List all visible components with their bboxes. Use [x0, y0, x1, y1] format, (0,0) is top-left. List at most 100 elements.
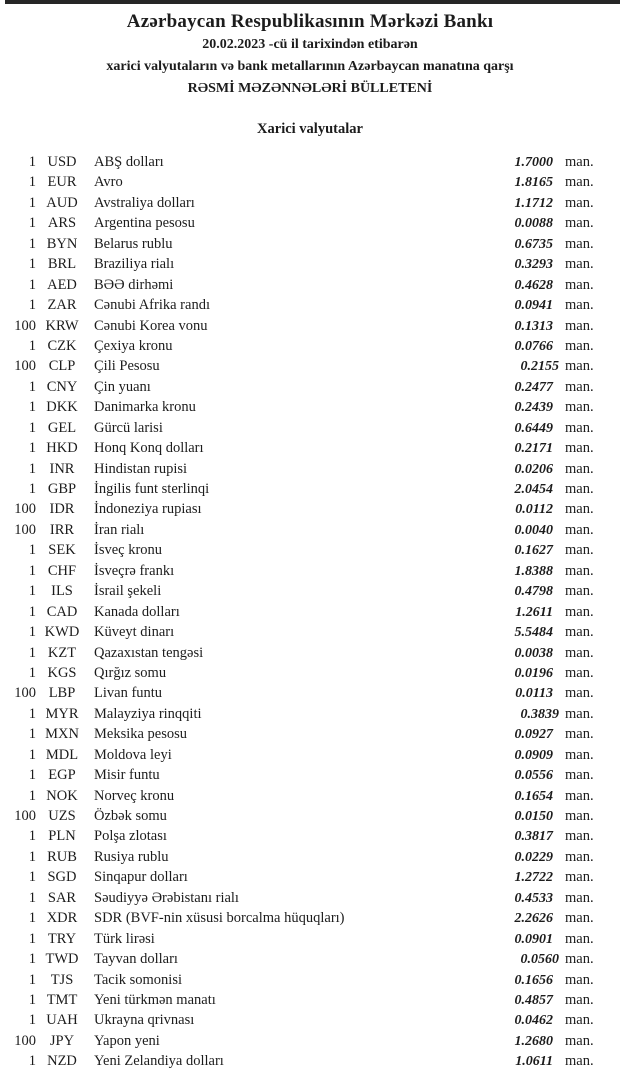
rate-row: 1 INR Hindistan rupisi 0.0206 man.: [0, 459, 620, 479]
unit-label: man.: [565, 562, 594, 579]
rate-value: 1.1712: [514, 195, 554, 211]
rate-row: 1 BYN Belarus rublu 0.6735 man.: [0, 234, 620, 254]
unit-label: man.: [565, 869, 594, 886]
rate-value: 0.0927: [514, 727, 554, 743]
rate-row: 1 SGD Sinqapur dolları 1.2722 man.: [0, 867, 620, 887]
currency-code: KWD: [44, 624, 80, 641]
rate-value: 0.1656: [514, 972, 554, 988]
currency-code: ZAR: [47, 297, 77, 314]
rate-row: 1 CNY Çin yuanı 0.2477 man.: [0, 377, 620, 397]
currency-code: ILS: [51, 583, 73, 600]
quantity-value: 1: [28, 256, 36, 273]
currency-name: Kanada dolları: [94, 603, 180, 620]
currency-code: KZT: [47, 644, 77, 661]
rate-value: 1.7000: [514, 155, 554, 170]
rate-row: 100 IRR İran rialı 0.0040 man.: [0, 520, 620, 540]
bank-title: Azərbaycan Respublikasının Mərkəzi Bankı: [126, 11, 494, 32]
bulletin-title-line: RƏSMİ MƏZƏNNƏLƏRİ BÜLLETENİ: [187, 81, 433, 96]
unit-label: man.: [565, 910, 594, 927]
rate-row: 1 TJS Tacik somonisi 0.1656 man.: [0, 970, 620, 990]
rate-row: 1 MYR Malayziya rinqqiti 0.3839 man.: [0, 704, 620, 724]
quantity-value: 1: [28, 889, 36, 906]
rate-row: 100 JPY Yapon yeni 1.2680 man.: [0, 1031, 620, 1051]
currency-code: TRY: [47, 930, 77, 947]
currency-name: Küveyt dinarı: [94, 624, 175, 641]
unit-label: man.: [565, 889, 594, 906]
rate-row: 1 NOK Norveç kronu 0.1654 man.: [0, 786, 620, 806]
unit-label: man.: [565, 358, 594, 375]
rate-value: 0.3293: [514, 257, 554, 273]
currency-name: Avro: [94, 174, 123, 191]
unit-label: man.: [565, 603, 594, 620]
section-title-foreign-currencies: Xarici valyutalar: [257, 121, 363, 137]
unit-label: man.: [565, 215, 594, 232]
unit-label: man.: [565, 256, 594, 273]
quantity-value: 1: [28, 194, 36, 211]
currency-code: SGD: [47, 869, 77, 886]
rate-value: 0.2155: [520, 359, 560, 375]
rate-value: 0.0040: [514, 522, 554, 538]
unit-label: man.: [565, 828, 594, 845]
currency-name: Danimarka kronu: [94, 399, 196, 416]
rate-value: 2.0454: [514, 482, 554, 497]
quantity-value: 1: [28, 705, 36, 722]
quantity-value: 100: [14, 685, 36, 702]
currency-name: Çexiya kronu: [94, 337, 173, 354]
rate-value: 0.0196: [514, 665, 554, 681]
currency-code: NZD: [47, 1053, 77, 1070]
rate-value: 5.5484: [514, 625, 554, 641]
currency-code: TMT: [46, 991, 78, 1008]
currency-name: Hindistan rupisi: [94, 460, 188, 477]
unit-label: man.: [565, 808, 594, 824]
unit-label: man.: [565, 930, 594, 947]
quantity-value: 1: [28, 624, 36, 641]
rate-value: 0.0113: [515, 686, 553, 702]
rate-row: 1 SEK İsveç kronu 0.1627 man.: [0, 540, 620, 560]
unit-label: man.: [565, 154, 594, 170]
currency-name: İsveçrə frankı: [94, 562, 175, 579]
quantity-value: 100: [14, 358, 36, 375]
currency-code: KGS: [47, 664, 77, 681]
currency-name: BƏƏ dirhəmi: [94, 276, 174, 293]
currency-name: Yeni Zelandiya dolları: [94, 1053, 224, 1070]
quantity-value: 100: [14, 521, 36, 538]
currency-code: RUB: [47, 848, 77, 865]
currency-code: CNY: [46, 378, 78, 395]
rate-row: 100 KRW Cənubi Korea vonu 0.1313 man.: [0, 316, 620, 336]
currency-name: Malayziya rinqqiti: [94, 705, 202, 722]
currency-name: İsrail şekeli: [94, 583, 162, 600]
currency-code: EGP: [48, 767, 76, 784]
rate-value: 0.4628: [514, 277, 554, 293]
quantity-value: 1: [28, 337, 36, 354]
unit-label: man.: [565, 1032, 594, 1049]
currency-name: Çili Pesosu: [94, 358, 160, 375]
quantity-value: 1: [28, 869, 36, 886]
rate-row: 1 ARS Argentina pesosu 0.0088 man.: [0, 213, 620, 233]
rate-value: 1.8165: [514, 175, 554, 191]
quantity-value: 1: [28, 828, 36, 845]
rate-value: 0.0206: [514, 461, 554, 477]
quantity-value: 1: [28, 460, 36, 477]
rate-value: 1.8388: [514, 563, 554, 579]
rate-row: 100 IDR İndoneziya rupiası 0.0112 man.: [0, 499, 620, 519]
currency-code: TWD: [45, 951, 79, 968]
rate-row: 100 UZS Özbək somu 0.0150 man.: [0, 806, 620, 826]
rate-row: 1 EUR Avro 1.8165 man.: [0, 172, 620, 192]
currency-name: İngilis funt sterlinqi: [94, 481, 210, 497]
rate-value: 0.2477: [514, 379, 554, 395]
quantity-value: 1: [28, 419, 36, 436]
bulletin-header: Azərbaycan Respublikasının Mərkəzi Bankı…: [0, 0, 620, 100]
unit-label: man.: [565, 276, 594, 293]
quantity-value: 1: [28, 971, 36, 988]
quantity-value: 1: [28, 603, 36, 620]
unit-label: man.: [565, 174, 594, 191]
rate-row: 1 DKK Danimarka kronu 0.2439 man.: [0, 397, 620, 417]
currency-code: IRR: [49, 521, 75, 538]
quantity-value: 1: [28, 767, 36, 784]
currency-name: Yeni türkmən manatı: [94, 991, 216, 1008]
rate-value: 1.2722: [514, 870, 554, 886]
rate-row: 1 GBP İngilis funt sterlinqi 2.0454 man.: [0, 479, 620, 499]
rate-value: 0.2439: [514, 400, 554, 416]
rates-list: 1 USD ABŞ dolları 1.7000 man. 1 EUR Avro…: [0, 152, 620, 1072]
